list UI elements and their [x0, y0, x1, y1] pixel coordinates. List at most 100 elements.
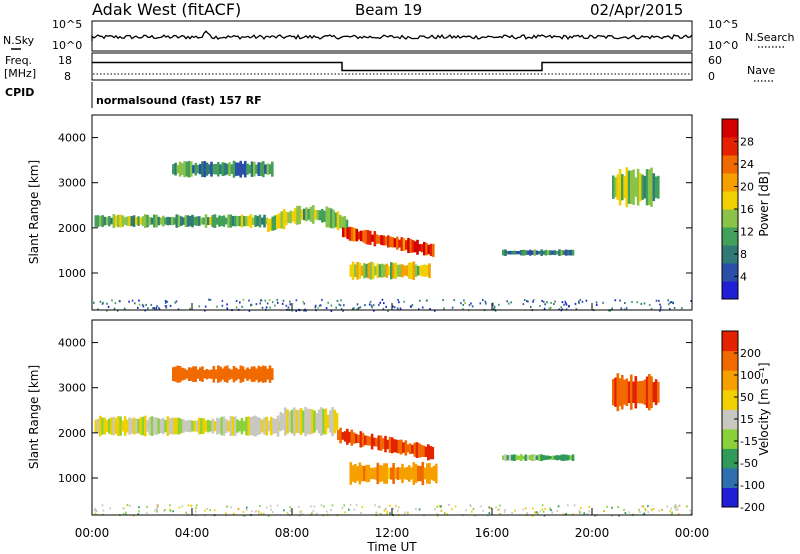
velocity-ground-cell: [138, 506, 140, 509]
power-echo-cell: [356, 261, 359, 280]
power-ground-cell: [418, 308, 420, 311]
velocity-echo-cell: [155, 417, 158, 435]
power-echo-cell: [198, 216, 201, 226]
power-echo-cell: [307, 208, 311, 220]
power-echo-cell: [407, 237, 410, 254]
velocity-echo-cell: [632, 381, 635, 403]
power-ground-cell: [150, 303, 153, 306]
power-echo-cell: [128, 215, 131, 227]
velocity-echo-cell: [308, 408, 312, 435]
velocity-ground-cell: [395, 504, 397, 507]
power-echo-cell: [219, 164, 222, 175]
power-ground-cell: [138, 299, 140, 302]
velocity-echo-cell: [262, 365, 265, 383]
velocity-ground-cell: [377, 506, 380, 508]
power-echo-cell: [280, 211, 284, 229]
velocity-echo-cell: [194, 366, 198, 382]
power-ytick-label-2: 3000: [58, 177, 86, 190]
velocity-colorbar-label: Velocity [m s⁻¹]: [757, 362, 771, 455]
power-echo-cell: [174, 162, 177, 176]
velocity-echo-cell: [174, 366, 177, 382]
velocity-echo-cell: [404, 440, 408, 456]
velocity-echo-cell: [390, 467, 393, 480]
velocity-echo-cell: [547, 455, 550, 460]
nsky-label: N.Sky: [3, 34, 35, 47]
velocity-echo-cell: [257, 365, 261, 383]
velocity-echo-cell: [356, 466, 359, 481]
velocity-echo-cell: [254, 415, 257, 437]
velocity-echo-cell: [322, 408, 325, 435]
power-ground-cell: [265, 306, 268, 309]
velocity-ground-cell: [172, 510, 174, 513]
velocity-ground-cell: [542, 510, 545, 513]
velocity-echo-cell: [183, 368, 186, 380]
velocity-echo-cell: [232, 366, 236, 383]
velocity-ground-cell: [440, 509, 443, 512]
power-echo-cell: [269, 218, 272, 231]
power-ground-cell: [550, 301, 552, 304]
velocity-ground-cell: [109, 507, 111, 510]
power-echo-cell: [234, 215, 237, 227]
nave-label: Nave: [747, 64, 775, 77]
power-ground-cell: [291, 309, 293, 312]
velocity-echo-cell: [290, 409, 294, 434]
power-ground-cell: [164, 301, 167, 304]
velocity-ground-cell: [438, 504, 441, 507]
velocity-echo-cell: [117, 416, 120, 436]
velocity-echo-cell: [432, 465, 436, 482]
freq-panel: Freq. [MHz] 18 8 60 0 Nave: [4, 52, 775, 83]
power-ground-cell: [655, 299, 658, 302]
velocity-echoes: [94, 365, 692, 517]
power-echo-cell: [96, 215, 100, 227]
velocity-ground-cell: [536, 512, 539, 515]
velocity-echo-cell: [159, 419, 163, 433]
power-ground-cell: [123, 307, 126, 310]
velocity-ground-cell: [163, 510, 165, 513]
power-echo-cell: [540, 249, 543, 256]
velocity-ground-cell: [344, 511, 346, 514]
power-echo-cell: [199, 164, 202, 175]
power-ground-cell: [340, 299, 342, 302]
velocity-echo-cell: [214, 369, 218, 379]
velocity-echo-cell: [286, 409, 289, 434]
power-ground-cell: [667, 303, 670, 306]
power-echoes: [93, 160, 692, 312]
velocity-echo-cell: [229, 416, 233, 436]
velocity-ground-cell: [225, 512, 227, 515]
velocity-ground-cell: [129, 504, 131, 507]
velocity-cbar-tick-label-3: 15: [740, 413, 754, 426]
velocity-echo-cell: [409, 443, 412, 455]
power-ground-cell: [241, 305, 243, 308]
velocity-ground-cell: [511, 511, 513, 514]
power-echo-cell: [391, 237, 395, 248]
power-echo-cell: [231, 216, 235, 227]
power-ground-cell: [221, 304, 224, 307]
velocity-echo-cell: [565, 454, 568, 461]
velocity-echo-cell: [348, 431, 351, 443]
power-colorbar: 4 8 12 16 20 24 28: [721, 118, 754, 300]
velocity-echo-cell: [364, 435, 367, 445]
power-ground-cell: [464, 302, 466, 304]
velocity-ground-cell: [661, 508, 663, 511]
velocity-echo-cell: [94, 419, 98, 433]
velocity-echo-cell: [397, 439, 401, 454]
power-ground-cell: [250, 303, 252, 306]
velocity-cbar-segment-7: [722, 350, 738, 371]
power-echo-cell: [409, 239, 413, 253]
velocity-ground-cell: [543, 514, 546, 517]
velocity-ground-cell: [578, 509, 581, 512]
power-ground-cell: [113, 307, 116, 310]
power-echo-cell: [159, 217, 163, 225]
velocity-echo-cell: [648, 374, 651, 411]
velocity-echo-cell: [191, 420, 194, 432]
power-echo-cell: [393, 238, 397, 248]
velocity-echo-cell: [216, 417, 219, 435]
power-echo-cell: [190, 161, 193, 177]
power-ground-cell: [554, 300, 556, 303]
velocity-ground-cell: [230, 506, 232, 509]
power-echo-cell: [553, 250, 557, 256]
power-ground-cell: [276, 301, 279, 304]
velocity-ground-cell: [470, 505, 472, 508]
power-ground-cell: [411, 304, 414, 307]
velocity-cbar-tick-label-5: -50: [740, 457, 758, 470]
